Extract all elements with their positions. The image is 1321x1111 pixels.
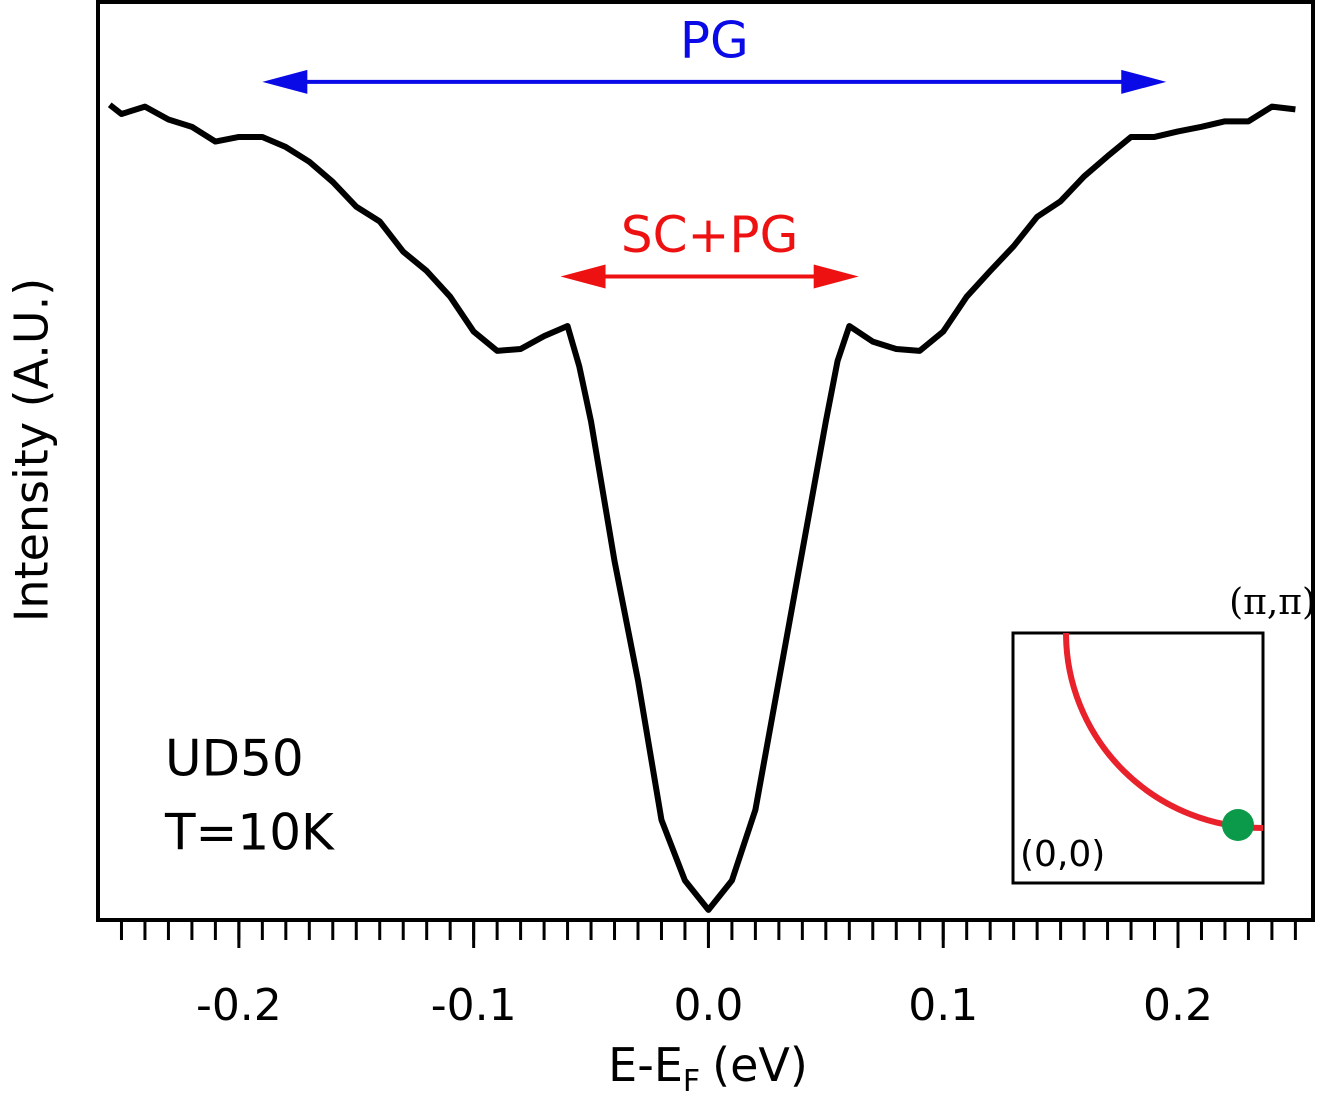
x-tick-label: 0.0 [673,980,743,1031]
arrow-head [262,69,308,94]
inset: (π,π) (0,0) [1011,582,1316,885]
arrow-head [813,264,859,289]
annotation-label: SC+PG [621,206,798,264]
arrow-head [560,264,606,289]
x-label-subscript: F [683,1064,700,1099]
spectrum-line [107,102,1296,913]
fermi-arc [1063,632,1264,831]
x-tick-label: 0.1 [908,980,978,1031]
plot-frame [96,0,1315,922]
x-axis-label: E-EF (eV) [608,1038,808,1099]
sample-label: UD50 [165,730,304,788]
arrow-head [1121,69,1167,94]
annotation-label: PG [680,11,749,69]
inset-label: (π,π) [1229,582,1316,623]
x-tick-label: -0.1 [431,980,517,1031]
x-label-text: E-E [608,1038,683,1092]
k-point [1222,809,1254,841]
x-tick-label: 0.2 [1143,980,1213,1031]
x-tick-label: -0.2 [196,980,282,1031]
x-label-unit: (eV) [712,1038,808,1092]
sample-label: T=10K [164,804,335,862]
inset-frame [1011,631,1265,885]
y-axis-label: Intensity (A.U.) [5,278,59,622]
inset-label: (0,0) [1020,834,1105,875]
